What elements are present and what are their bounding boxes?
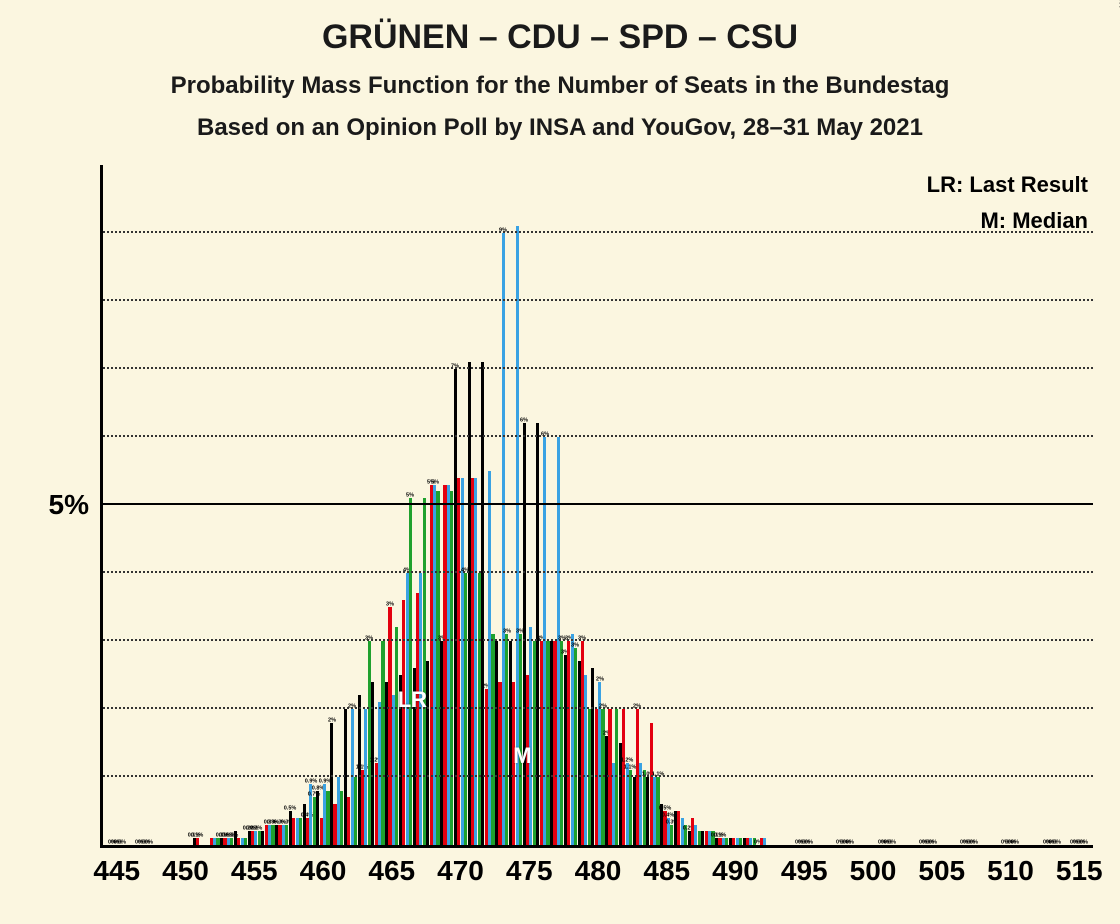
gridline [103,435,1093,437]
gridline [103,367,1093,369]
gridline [103,571,1093,573]
x-tick-label: 460 [300,855,347,887]
x-tick-label: 485 [643,855,690,887]
x-tick-label: 475 [506,855,553,887]
gridline [103,775,1093,777]
x-tick-label: 450 [162,855,209,887]
bar-value-label: 0% [1080,839,1088,845]
bar-value-label: 3% [386,601,394,607]
marker-m: M [513,743,531,769]
bar-value-label: 0.5% [659,805,672,811]
bar-value-label: 0.4% [662,812,675,818]
bar-value-label: 2% [596,676,604,682]
bars-container: 0%0%0%0%0%0%0%0%0.1%0.1%0.1%0.1%0.1%0.1%… [103,165,1093,845]
x-tick-label: 455 [231,855,278,887]
x-tick-label: 490 [712,855,759,887]
x-tick-label: 510 [987,855,1034,887]
gridline [103,639,1093,641]
bar-value-label: 0% [1053,839,1061,845]
bar-value-label: 3% [571,642,579,648]
gridline [103,231,1093,233]
x-tick-label: 465 [368,855,415,887]
bar-value-label: 5% [431,479,439,485]
bar-value-label: 1.1% [624,764,637,770]
x-tick-label: 515 [1056,855,1103,887]
bar-value-label: 0% [970,839,978,845]
bar-value-label: 1.2% [621,757,634,763]
bar-red: 0.1% [196,838,199,845]
bar-value-label: 0% [1011,839,1019,845]
bar-value-label: 0% [145,839,153,845]
gridline [103,503,1093,505]
x-tick-label: 480 [575,855,622,887]
bar-value-label: 5% [406,492,414,498]
x-tick-label: 445 [93,855,140,887]
bar-value-label: 0.9% [318,778,331,784]
x-tick-label: 470 [437,855,484,887]
y-tick-label: 5% [49,489,89,521]
bar-value-label: 0% [888,839,896,845]
bar-value-label: 0% [846,839,854,845]
gridline [103,299,1093,301]
bar-value-label: 0% [805,839,813,845]
bar-value-label: 2% [328,717,336,723]
pmf-chart: 0%0%0%0%0%0%0%0%0.1%0.1%0.1%0.1%0.1%0.1%… [0,0,1120,924]
bar-value-label: 3% [503,628,511,634]
bar-value-label: 6% [520,417,528,423]
bar-value-label: 0% [118,839,126,845]
bar-value-label: 0.9% [305,778,318,784]
gridline [103,707,1093,709]
x-tick-label: 505 [918,855,965,887]
x-tick-label: 500 [850,855,897,887]
marker-lr: LR [398,687,427,713]
plot-area: 0%0%0%0%0%0%0%0%0.1%0.1%0.1%0.1%0.1%0.1%… [100,165,1093,848]
bar-value-label: 0% [929,839,937,845]
x-tick-label: 495 [781,855,828,887]
bar-value-label: 0.5% [284,805,297,811]
chart-page: GRÜNEN – CDU – SPD – CSU Probability Mas… [0,0,1120,924]
bar-blue [763,838,766,845]
bar-value-label: 0.1% [191,832,204,838]
